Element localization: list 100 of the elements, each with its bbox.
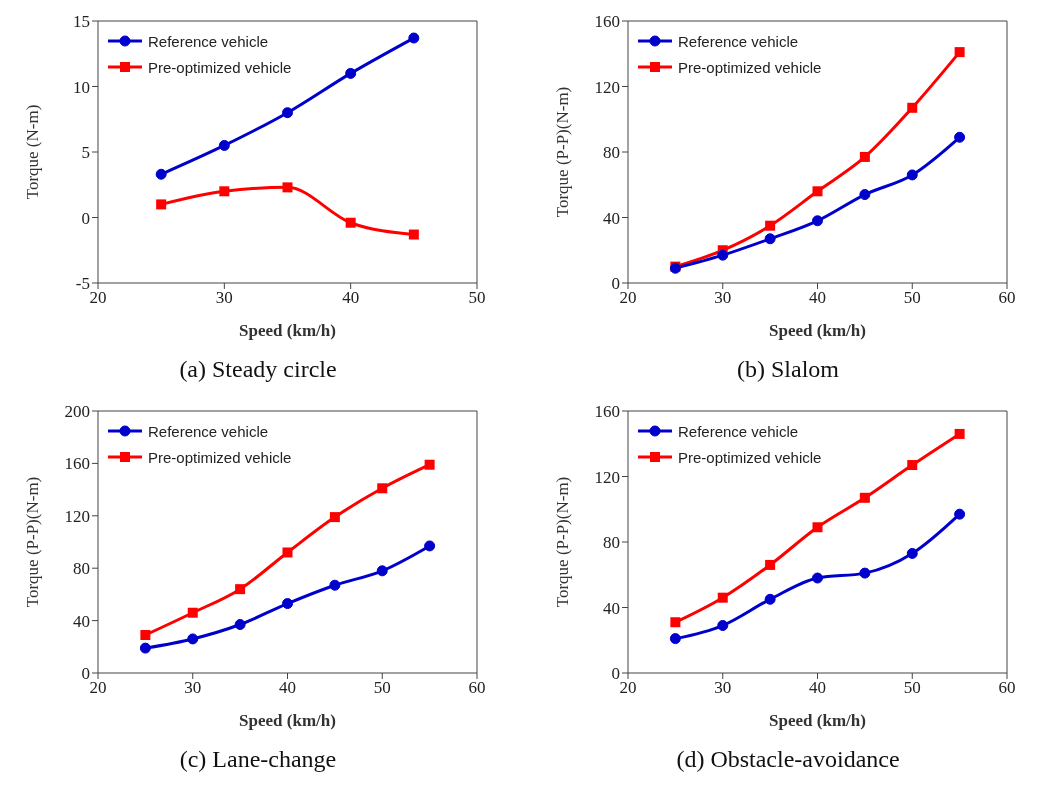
point — [376, 565, 388, 577]
point — [282, 182, 293, 193]
x-tick-label: 60 — [998, 288, 1016, 308]
y-tick-label: 160 — [64, 454, 90, 474]
y-tick-label: 0 — [611, 664, 620, 684]
point — [187, 633, 199, 645]
point — [139, 642, 151, 654]
y-tick-label: 10 — [73, 77, 90, 97]
point — [234, 619, 246, 631]
y-tick-label: 120 — [594, 77, 620, 97]
y-tick-label: 0 — [81, 664, 90, 684]
x-tick-label: 50 — [903, 288, 921, 308]
point — [764, 593, 776, 605]
y-tick-label: 15 — [73, 12, 90, 32]
x-axis-title: Speed (km/h) — [769, 321, 866, 340]
legend-label: Reference vehicle — [148, 422, 269, 440]
point — [408, 229, 419, 240]
point — [859, 151, 870, 162]
point — [669, 633, 681, 645]
point — [345, 67, 357, 79]
y-axis-title: Torque (P-P)(N-m) — [23, 476, 43, 608]
point — [377, 483, 388, 494]
y-tick-label: 120 — [64, 506, 90, 526]
y-tick-label: 160 — [594, 402, 620, 422]
text: (b) Slalom — [736, 356, 840, 383]
point — [906, 547, 918, 559]
point — [219, 186, 230, 197]
legend-label: Reference vehicle — [678, 422, 799, 440]
text: (d) Obstacle-avoidance — [675, 746, 901, 773]
point — [218, 139, 230, 151]
x-tick-label: 40 — [809, 678, 826, 698]
legend-label: Pre-optimized vehicle — [148, 58, 292, 76]
x-tick-label: 40 — [342, 288, 360, 308]
point — [235, 584, 246, 595]
x-tick-label: 30 — [714, 288, 732, 308]
x-tick-label: 60 — [468, 678, 486, 698]
point — [156, 199, 167, 210]
point — [954, 508, 966, 520]
point — [765, 559, 776, 570]
point — [408, 32, 420, 44]
legend-label: Reference vehicle — [678, 32, 799, 50]
point — [907, 460, 918, 471]
point — [859, 492, 870, 503]
point — [282, 598, 293, 610]
y-tick-label: 200 — [64, 402, 90, 422]
y-tick-label: -5 — [75, 274, 90, 294]
point — [345, 217, 356, 228]
point — [954, 47, 965, 58]
legend-label: Pre-optimized vehicle — [678, 58, 822, 76]
point — [954, 428, 965, 439]
x-axis-title: Speed (km/h) — [239, 321, 336, 340]
x-tick-label: 40 — [279, 678, 296, 698]
point — [424, 459, 435, 470]
x-tick-label: 20 — [619, 288, 637, 308]
x-tick-label: 60 — [998, 678, 1016, 698]
y-axis-title: Torque (P-P)(N-m) — [553, 86, 573, 218]
x-tick-label: 50 — [373, 678, 391, 698]
point — [812, 215, 823, 227]
y-tick-label: 120 — [594, 467, 620, 487]
y-axis-title: Torque (P-P)(N-m) — [553, 476, 573, 608]
x-tick-label: 50 — [468, 288, 486, 308]
point — [764, 233, 776, 245]
point — [329, 512, 340, 523]
legend-label: Pre-optimized vehicle — [148, 448, 292, 466]
x-tick-label: 30 — [714, 678, 732, 698]
y-tick-label: 80 — [73, 559, 90, 579]
y-tick-label: 40 — [73, 611, 90, 631]
y-axis-title: Torque (N-m) — [23, 104, 43, 200]
point — [859, 567, 871, 579]
point — [812, 186, 823, 197]
x-tick-label: 50 — [903, 678, 921, 698]
point — [282, 107, 293, 119]
point — [954, 131, 966, 143]
y-tick-label: 80 — [603, 533, 620, 553]
text: (c) Lane-change — [178, 746, 338, 773]
y-tick-label: 40 — [603, 208, 620, 228]
point — [424, 540, 436, 552]
point — [717, 620, 729, 632]
y-tick-label: 0 — [611, 274, 620, 294]
point — [187, 607, 198, 618]
x-tick-label: 30 — [215, 288, 233, 308]
x-tick-label: 30 — [184, 678, 202, 698]
x-tick-label: 40 — [809, 288, 826, 308]
x-tick-label: 20 — [89, 678, 107, 698]
text: (a) Steady circle — [178, 356, 338, 383]
x-axis-title: Speed (km/h) — [769, 711, 866, 730]
point — [717, 592, 728, 603]
point — [906, 169, 918, 181]
x-tick-label: 20 — [619, 678, 637, 698]
point — [329, 579, 341, 591]
y-tick-label: 5 — [81, 143, 90, 163]
point — [859, 189, 871, 201]
point — [717, 249, 729, 261]
point — [140, 630, 151, 641]
point — [907, 102, 918, 113]
point — [812, 572, 823, 584]
y-tick-label: 0 — [81, 208, 90, 228]
legend-label: Reference vehicle — [148, 32, 269, 50]
point — [812, 522, 823, 533]
x-axis-title: Speed (km/h) — [239, 711, 336, 730]
